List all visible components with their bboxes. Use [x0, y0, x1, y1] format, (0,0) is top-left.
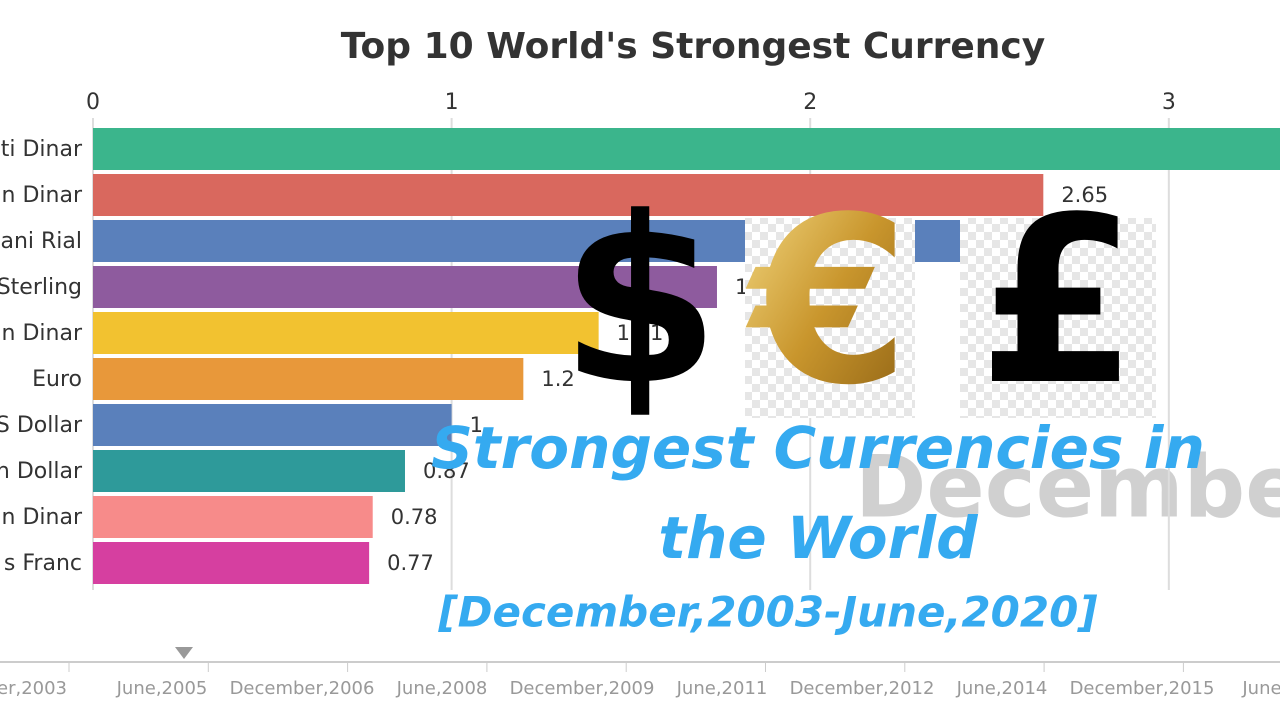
checker-bg	[960, 218, 1156, 418]
category-label: s Franc	[4, 551, 82, 576]
timeline: er,2003 June,2005 December,2006 June,2008 De…	[0, 647, 1280, 699]
currency-symbol: £	[978, 169, 1138, 436]
value-label: 1	[470, 413, 483, 437]
timeline-label: December,2015	[1070, 678, 1215, 699]
timeline-label: er,2003	[0, 678, 67, 699]
timeline-label: December,2006	[230, 678, 375, 699]
bar	[93, 128, 1280, 170]
timeline-label: December,2012	[790, 678, 935, 699]
chart-title: Top 10 World's Strongest Currency	[341, 26, 1045, 67]
bar	[93, 358, 524, 400]
bar	[93, 404, 452, 446]
x-tick-label: 2	[803, 90, 817, 115]
value-label: 0.87	[423, 459, 470, 483]
timeline-label: December,2009	[510, 678, 655, 699]
date-watermark: Decembe	[855, 437, 1280, 537]
value-label: 1.41	[617, 321, 664, 345]
bar	[93, 174, 1044, 216]
currency-symbol: €	[745, 169, 910, 436]
timeline-marker	[175, 647, 193, 659]
category-label: ti Dinar	[1, 137, 83, 162]
category-label: Sterling	[0, 275, 82, 300]
value-label: 2.65	[1061, 183, 1108, 207]
category-label: Euro	[32, 367, 82, 392]
value-label: 0.77	[387, 551, 434, 575]
x-tick-label: 1	[445, 90, 459, 115]
currency-symbol: $	[560, 169, 720, 436]
overlay: $ € £Strongest Currencies in the World [Dece…	[431, 169, 1205, 637]
category-label: n Dinar	[2, 321, 83, 346]
bar	[93, 496, 373, 538]
x-tick-label: 3	[1162, 90, 1176, 115]
timeline-label: June,2005	[116, 678, 208, 699]
x-tick-label: 0	[86, 90, 100, 115]
bar	[93, 312, 599, 354]
category-label: S Dollar	[0, 413, 83, 438]
category-label: ani Rial	[0, 229, 82, 254]
timeline-label: June,201	[1241, 678, 1280, 699]
overlay-heading: Strongest Currencies in	[431, 414, 1205, 482]
timeline-label: June,2011	[676, 678, 768, 699]
bar-chart: Top 10 World's Strongest Currency Decembe…	[0, 26, 1280, 590]
checker-bg	[745, 218, 915, 418]
timeline-label: June,2008	[396, 678, 488, 699]
value-label: 0.78	[391, 505, 438, 529]
bar	[93, 450, 405, 492]
category-label: n Dollar	[0, 459, 83, 484]
overlay-range: [December,2003-June,2020]	[437, 588, 1097, 637]
bar	[93, 542, 370, 584]
bar	[93, 266, 717, 308]
category-label: n Dinar	[2, 183, 83, 208]
timeline-label: June,2014	[956, 678, 1048, 699]
value-label: 1.2	[541, 367, 574, 391]
overlay-heading: the World	[658, 504, 978, 572]
category-label: n Dinar	[2, 505, 83, 530]
